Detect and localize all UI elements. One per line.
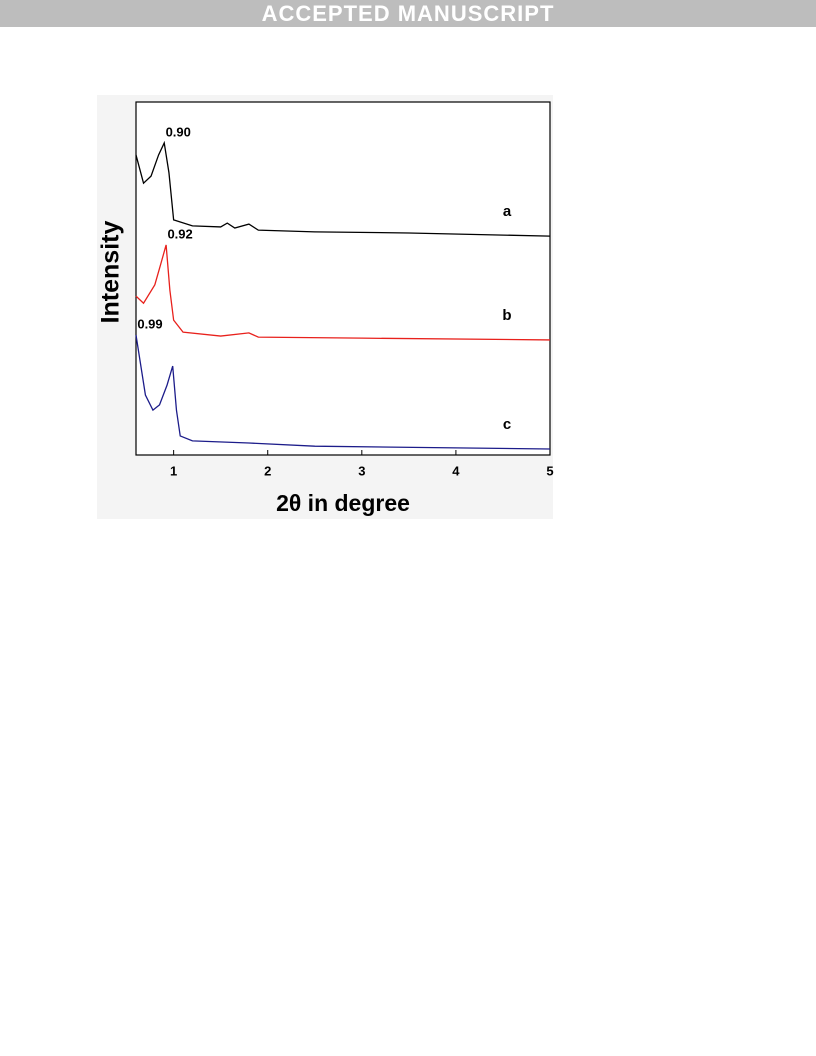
banner: ACCEPTED MANUSCRIPT: [0, 0, 816, 27]
plot-frame: [135, 101, 551, 456]
x-tick-label: 5: [546, 463, 553, 478]
x-tick-label: 3: [358, 463, 365, 478]
series-label: a: [503, 203, 512, 220]
series-line: [135, 140, 551, 237]
y-axis-label: Intensity: [97, 221, 125, 324]
series-label: b: [502, 307, 511, 324]
series-label: c: [503, 416, 511, 433]
x-tick-label: 1: [170, 463, 177, 478]
chart: 2θ in degree Intensity 1 2 3 4 5 a 0.90 b 0.92 c 0…: [97, 95, 554, 519]
series-line: [135, 334, 551, 450]
x-tick-label: 2: [264, 463, 271, 478]
series-line: [135, 244, 551, 341]
peak-label: 0.92: [167, 226, 192, 241]
x-tick-label: 4: [452, 463, 460, 478]
x-axis-label: 2θ in degree: [276, 490, 410, 516]
peak-label: 0.99: [137, 316, 162, 331]
peak-label: 0.90: [166, 124, 191, 139]
